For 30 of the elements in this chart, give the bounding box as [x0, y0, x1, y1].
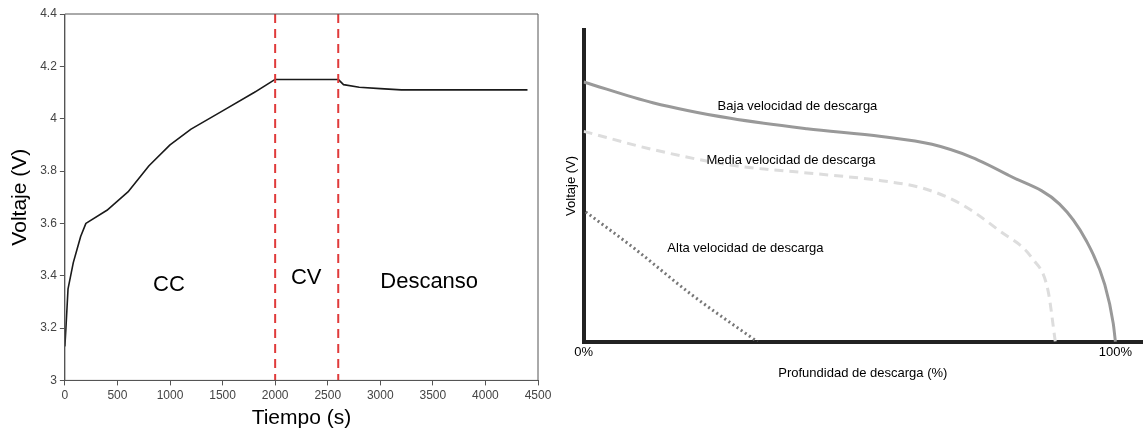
x-tick-label: 0% [574, 344, 594, 360]
x-tick-label: 1000 [156, 387, 184, 402]
x-tick-label: 1500 [209, 387, 237, 402]
y-tick-label: 3 [50, 372, 58, 387]
annotation: Descanso [380, 267, 479, 293]
y-tick-label: 4 [50, 111, 58, 125]
x-tick-label: 500 [107, 387, 128, 402]
x-tick-label: 2500 [314, 387, 342, 402]
x-axis-title: Profundidad de descarga (%) [778, 364, 948, 380]
y-tick-label: 4.2 [40, 58, 58, 73]
y-tick-label: 3.2 [40, 320, 58, 335]
series-label: Media velocidad de descarga [706, 152, 877, 168]
x-axis-title: Tiempo (s) [251, 405, 352, 429]
x-tick-label: 4500 [524, 387, 552, 402]
x-tick-label: 100% [1098, 344, 1133, 360]
x-tick-label: 4000 [472, 387, 500, 402]
x-tick-label: 3000 [366, 387, 394, 402]
x-tick-label: 3500 [419, 387, 447, 402]
y-tick-label: 3.8 [40, 163, 58, 178]
series-label: Baja velocidad de descarga [717, 98, 879, 114]
y-axis-title: Voltaje (V) [563, 155, 579, 216]
y-tick-label: 3.4 [40, 268, 58, 283]
y-tick-label: 4.4 [40, 6, 58, 21]
annotation: CV [290, 263, 322, 289]
x-tick-label: 2000 [261, 387, 289, 402]
x-tick-label: 0 [61, 387, 69, 402]
y-axis-title: Voltaje (V) [7, 148, 31, 246]
series-label: Alta velocidad de descarga [667, 239, 825, 255]
annotation: CC [153, 271, 185, 297]
y-tick-label: 3.6 [40, 215, 58, 230]
